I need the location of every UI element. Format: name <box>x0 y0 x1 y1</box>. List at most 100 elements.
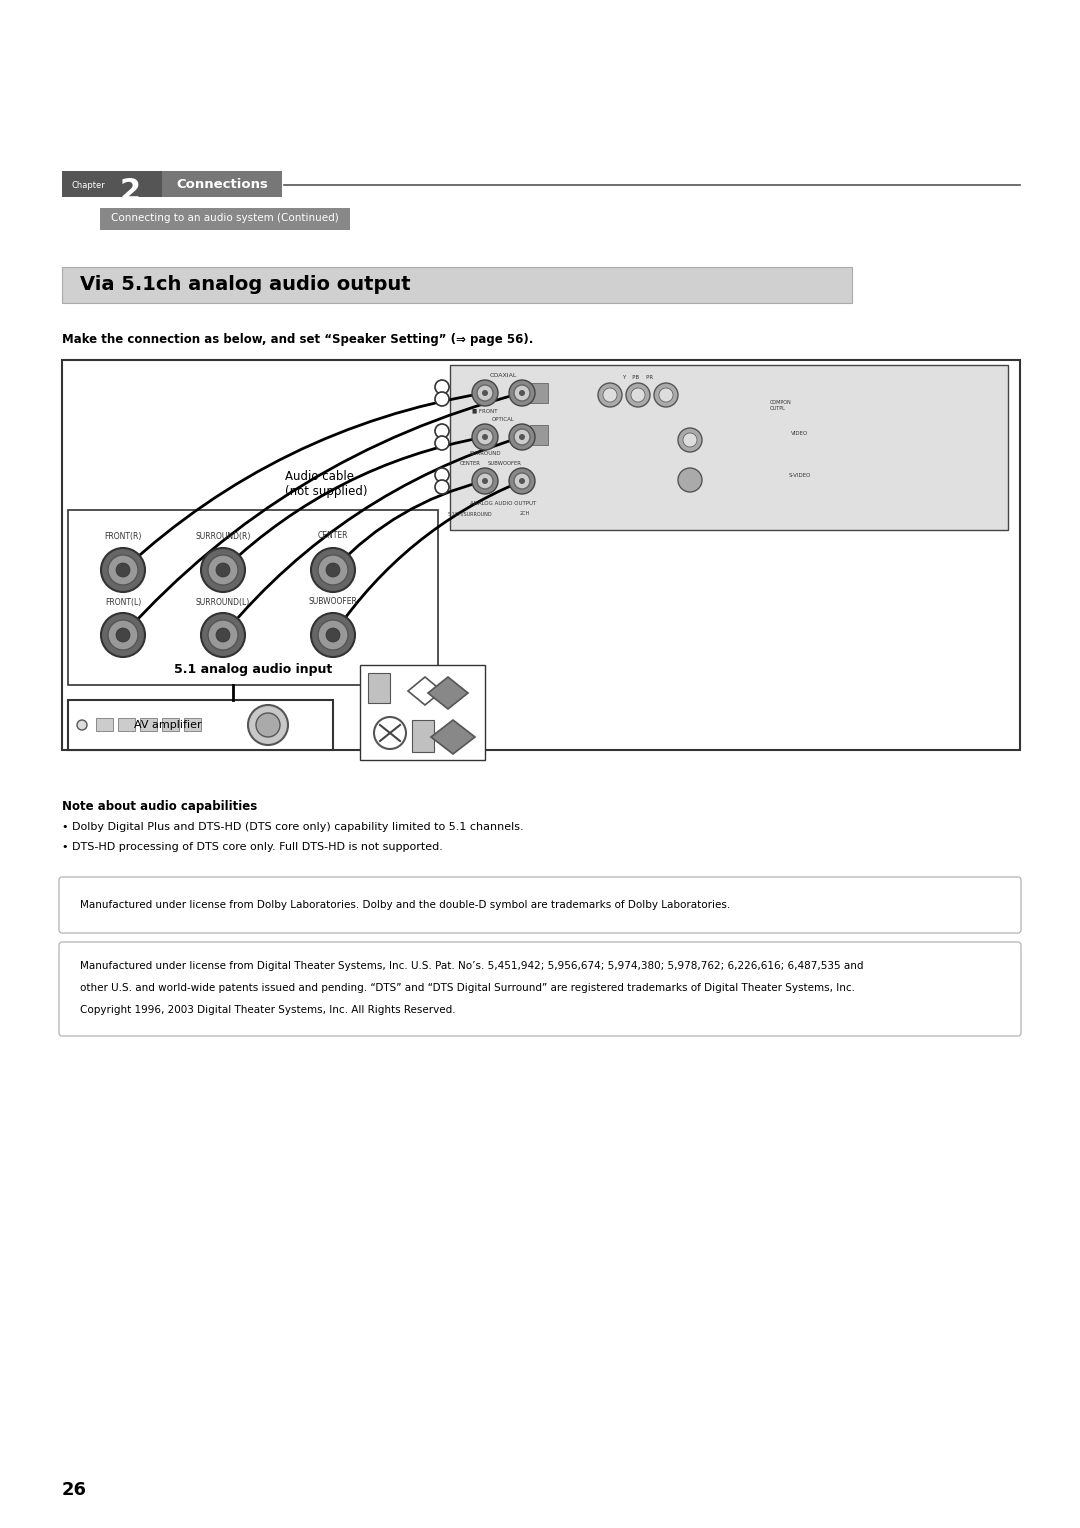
Circle shape <box>477 429 492 445</box>
Bar <box>62 171 162 197</box>
Circle shape <box>208 555 238 585</box>
Text: • DTS-HD processing of DTS core only. Full DTS-HD is not supported.: • DTS-HD processing of DTS core only. Fu… <box>62 842 443 853</box>
Circle shape <box>326 628 340 642</box>
Circle shape <box>256 714 280 736</box>
Circle shape <box>326 562 340 578</box>
Circle shape <box>435 380 449 394</box>
Text: FRONT(L): FRONT(L) <box>105 597 141 607</box>
Circle shape <box>519 434 525 440</box>
Circle shape <box>318 620 348 649</box>
Text: ANALOG AUDIO OUTPUT: ANALOG AUDIO OUTPUT <box>470 501 536 506</box>
Bar <box>96 718 113 730</box>
Text: COMPON
OUTPL: COMPON OUTPL <box>770 400 792 411</box>
Text: Note about audio capabilities: Note about audio capabilities <box>62 801 257 813</box>
Text: COAXIAL: COAXIAL <box>489 373 516 377</box>
Circle shape <box>435 480 449 494</box>
Circle shape <box>654 384 678 406</box>
Circle shape <box>519 390 525 396</box>
FancyBboxPatch shape <box>59 941 1021 1036</box>
Circle shape <box>659 388 673 402</box>
Circle shape <box>472 380 498 406</box>
Circle shape <box>482 390 488 396</box>
Text: CENTER: CENTER <box>460 461 481 466</box>
Bar <box>100 208 350 231</box>
Text: 26: 26 <box>62 1481 87 1499</box>
Circle shape <box>626 384 650 406</box>
Circle shape <box>482 478 488 484</box>
Text: 5.1 analog audio input: 5.1 analog audio input <box>174 663 333 677</box>
Bar <box>184 718 201 730</box>
Circle shape <box>201 549 245 591</box>
Text: SURROUND(L): SURROUND(L) <box>195 597 251 607</box>
Bar <box>530 384 548 403</box>
Bar <box>162 171 282 197</box>
Circle shape <box>77 720 87 730</box>
Text: Y    PB    PR: Y PB PR <box>622 374 653 380</box>
Text: Audio cable
(not supplied): Audio cable (not supplied) <box>285 471 367 498</box>
Text: 2: 2 <box>120 177 140 205</box>
Circle shape <box>116 628 130 642</box>
Circle shape <box>477 474 492 489</box>
Text: SURROUND: SURROUND <box>469 451 501 455</box>
Circle shape <box>435 435 449 451</box>
Circle shape <box>678 468 702 492</box>
Circle shape <box>216 562 230 578</box>
Text: Connections: Connections <box>176 179 268 191</box>
Text: OPTICAL: OPTICAL <box>491 417 514 422</box>
Circle shape <box>598 384 622 406</box>
Circle shape <box>509 380 535 406</box>
Text: FRONT(R): FRONT(R) <box>105 532 141 541</box>
Circle shape <box>514 385 530 400</box>
Circle shape <box>509 468 535 494</box>
Circle shape <box>311 613 355 657</box>
Circle shape <box>435 468 449 481</box>
Circle shape <box>435 423 449 439</box>
Bar <box>140 718 157 730</box>
Circle shape <box>318 555 348 585</box>
Bar <box>368 672 390 703</box>
Bar <box>62 267 852 303</box>
Text: S-VIDEO: S-VIDEO <box>788 474 811 478</box>
Circle shape <box>311 549 355 591</box>
Circle shape <box>509 423 535 451</box>
Bar <box>162 718 179 730</box>
Circle shape <box>514 429 530 445</box>
Polygon shape <box>428 677 468 709</box>
Text: • Dolby Digital Plus and DTS-HD (DTS core only) capability limited to 5.1 channe: • Dolby Digital Plus and DTS-HD (DTS cor… <box>62 822 524 833</box>
Text: 5.1CH/SURROUND: 5.1CH/SURROUND <box>448 510 492 516</box>
Circle shape <box>248 704 288 746</box>
Circle shape <box>374 717 406 749</box>
Circle shape <box>108 620 138 649</box>
Circle shape <box>678 428 702 452</box>
Circle shape <box>514 474 530 489</box>
Text: 2CH: 2CH <box>519 510 530 516</box>
Text: Chapter: Chapter <box>72 180 106 189</box>
Circle shape <box>519 478 525 484</box>
Circle shape <box>435 393 449 406</box>
Text: Manufactured under license from Dolby Laboratories. Dolby and the double-D symbo: Manufactured under license from Dolby La… <box>80 900 730 911</box>
Polygon shape <box>431 720 475 753</box>
Text: AV amplifier: AV amplifier <box>134 720 202 730</box>
Text: Via 5.1ch analog audio output: Via 5.1ch analog audio output <box>80 275 410 295</box>
Circle shape <box>116 562 130 578</box>
Text: Make the connection as below, and set “Speaker Setting” (⇒ page 56).: Make the connection as below, and set “S… <box>62 333 534 347</box>
Circle shape <box>102 613 145 657</box>
Text: Manufactured under license from Digital Theater Systems, Inc. U.S. Pat. No’s. 5,: Manufactured under license from Digital … <box>80 961 864 970</box>
Circle shape <box>201 613 245 657</box>
Circle shape <box>472 468 498 494</box>
Text: SUBWOOFER: SUBWOOFER <box>488 461 522 466</box>
Circle shape <box>108 555 138 585</box>
Text: other U.S. and world-wide patents issued and pending. “DTS” and “DTS Digital Sur: other U.S. and world-wide patents issued… <box>80 983 855 993</box>
Circle shape <box>216 628 230 642</box>
Text: Copyright 1996, 2003 Digital Theater Systems, Inc. All Rights Reserved.: Copyright 1996, 2003 Digital Theater Sys… <box>80 1005 456 1015</box>
Bar <box>530 425 548 445</box>
Circle shape <box>482 434 488 440</box>
Text: VIDEO: VIDEO <box>792 431 809 435</box>
Circle shape <box>683 432 697 448</box>
Text: SURROUND(R): SURROUND(R) <box>195 532 251 541</box>
Bar <box>118 718 135 730</box>
Circle shape <box>102 549 145 591</box>
Bar <box>360 665 485 759</box>
Circle shape <box>477 385 492 400</box>
Bar <box>68 700 333 750</box>
